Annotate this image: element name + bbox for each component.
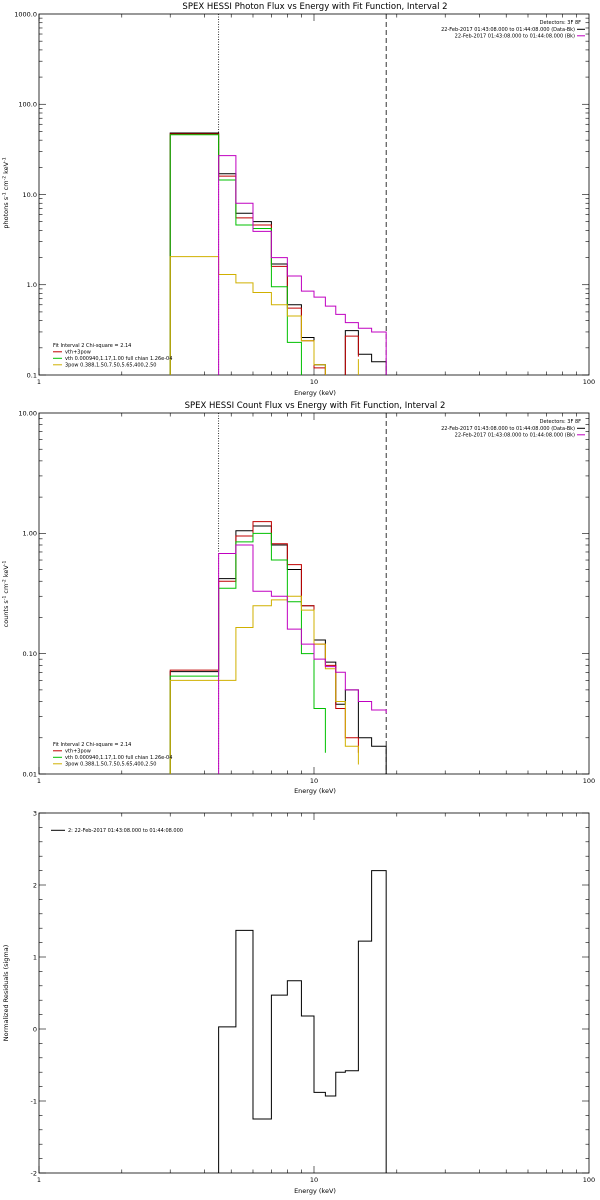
series-3pow bbox=[169, 595, 359, 774]
x-tick-label: 10 bbox=[310, 777, 318, 785]
photon-flux-panel: SPEX HESSI Photon Flux vs Energy with Fi… bbox=[2, 2, 596, 397]
x-tick-label: 1 bbox=[37, 378, 41, 386]
y-tick-label: 0.10 bbox=[23, 650, 37, 658]
legend-component-entry: vth 0.000940,1.17,1.00 full chian 1.26e-… bbox=[65, 356, 172, 362]
legend-interval-entry: 22-Feb-2017 01:43:08.000 to 01:44:08.000… bbox=[441, 27, 575, 33]
y-tick-label: 3 bbox=[33, 809, 37, 817]
y-tick-label: 2 bbox=[33, 881, 37, 889]
series-3pow bbox=[169, 256, 359, 375]
x-tick-label: 1 bbox=[37, 777, 41, 785]
residuals-xlabel: Energy (keV) bbox=[294, 1187, 336, 1195]
x-tick-label: 100 bbox=[583, 777, 595, 785]
count-xlabel: Energy (keV) bbox=[294, 787, 336, 795]
x-tick-label: 1 bbox=[37, 1176, 41, 1184]
legend-component-entry: vth 0.000940,1.17,1.00 full chian 1.26e-… bbox=[65, 755, 172, 761]
residuals-ylabel: Normalized Residuals (sigma) bbox=[2, 945, 10, 1042]
series-bk bbox=[218, 544, 387, 774]
series-vth+3pow bbox=[169, 521, 359, 774]
legend-component-entry: vth+3pow bbox=[65, 749, 91, 755]
residuals-panel: 1 10 100 -2 -1 0 1 2 3 2: 22-Feb-2017 01:43:08.00… bbox=[2, 809, 595, 1195]
legend-fit-info: Fit Interval 2 Chi-square = 2.14 bbox=[53, 742, 131, 748]
series-bk bbox=[218, 155, 387, 375]
residuals-plot-area: 1 10 100 -2 -1 0 1 2 3 2: 22-Feb-2017 01:43:08.00… bbox=[31, 809, 596, 1184]
legend-detectors: Detectors: 3F 8F bbox=[540, 419, 581, 425]
x-tick-label: 100 bbox=[583, 378, 595, 386]
photon-plot-area: 1 10 100 0.1 1.0 10.0 100.0 1000.0 Detectors: 3F… bbox=[14, 10, 595, 386]
y-tick-label: 10.0 bbox=[23, 191, 37, 199]
x-tick-label: 10 bbox=[310, 1176, 318, 1184]
y-tick-label: 0.1 bbox=[27, 371, 37, 379]
legend-component-entry: 3pow 0.388,1.50,7.50,5.65,400,2.50 bbox=[65, 363, 156, 369]
legend-residual-entry: 2: 22-Feb-2017 01:43:08.000 to 01:44:08.… bbox=[68, 828, 183, 834]
photon-title: SPEX HESSI Photon Flux vs Energy with Fi… bbox=[182, 2, 447, 12]
count-ylabel: counts s-1 cm-2 keV-1 bbox=[2, 561, 11, 628]
y-tick-label: -1 bbox=[31, 1097, 37, 1105]
y-tick-label: -2 bbox=[31, 1169, 37, 1177]
count-flux-panel: SPEX HESSI Count Flux vs Energy with Fit… bbox=[2, 401, 596, 795]
photon-xlabel: Energy (keV) bbox=[294, 389, 336, 397]
x-tick-label: 100 bbox=[583, 1176, 595, 1184]
legend-component-entry: 3pow 0.388,1.50,7.50,5.65,400,2.50 bbox=[65, 762, 156, 768]
y-tick-label: 1 bbox=[33, 953, 37, 961]
legend-component-entry: vth+3pow bbox=[65, 350, 91, 356]
y-tick-label: 1.0 bbox=[27, 281, 37, 289]
legend-fit-info: Fit Interval 2 Chi-square = 2.14 bbox=[53, 343, 131, 349]
y-tick-label: 100.0 bbox=[18, 101, 37, 109]
y-tick-label: 0 bbox=[33, 1025, 37, 1033]
count-title: SPEX HESSI Count Flux vs Energy with Fit… bbox=[185, 401, 446, 411]
legend-interval-entry: 22-Feb-2017 01:43:08.000 to 01:44:08.000… bbox=[455, 433, 575, 439]
y-tick-label: 1.00 bbox=[23, 530, 37, 538]
legend-detectors: Detectors: 3F 8F bbox=[540, 20, 581, 26]
photon-ylabel: photons s-1 cm-2 keV-1 bbox=[2, 157, 11, 228]
x-tick-label: 10 bbox=[310, 378, 318, 386]
series-vth+3pow bbox=[169, 133, 359, 375]
series-residual bbox=[218, 870, 387, 1173]
y-tick-label: 1000.0 bbox=[14, 10, 37, 18]
legend-interval-entry: 22-Feb-2017 01:43:08.000 to 01:44:08.000… bbox=[455, 34, 575, 40]
y-tick-label: 0.01 bbox=[23, 770, 37, 778]
legend-interval-entry: 22-Feb-2017 01:43:08.000 to 01:44:08.000… bbox=[441, 426, 575, 432]
y-tick-label: 10.00 bbox=[18, 409, 37, 417]
